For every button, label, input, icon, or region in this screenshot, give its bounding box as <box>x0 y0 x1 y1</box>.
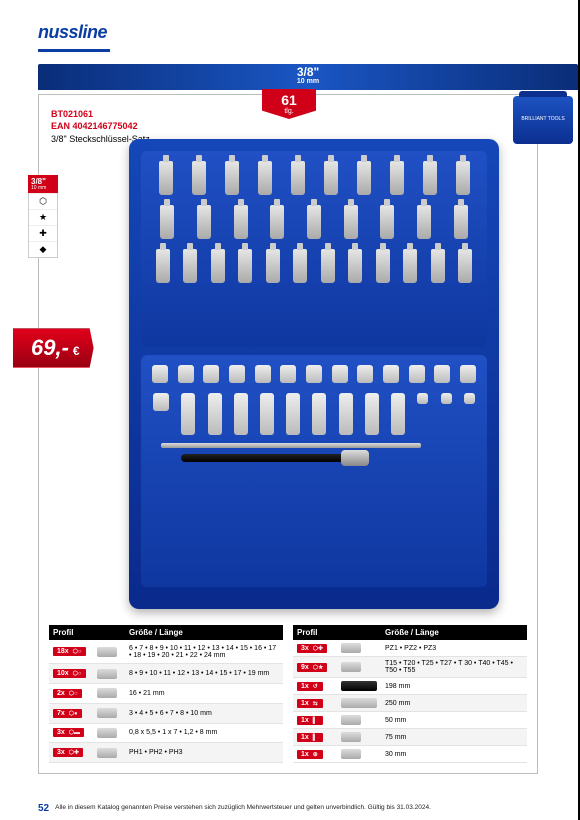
side-tab-size: 3/8" 10 mm <box>28 175 58 193</box>
table-row: 10x ⬡○ 8 • 9 • 10 • 11 • 12 • 13 • 14 • 1… <box>49 664 283 684</box>
size-cell: PH1 • PH2 • PH3 <box>125 743 283 763</box>
th-size: Größe / Länge <box>381 625 527 640</box>
drive-type-icon: ✚ <box>29 225 57 241</box>
qty-badge: 3x ⬡✚ <box>297 644 327 653</box>
drive-type-icon: ◆ <box>29 241 57 257</box>
size-cell: 30 mm <box>381 746 527 763</box>
side-tab: 3/8" 10 mm ⬡★✚◆ <box>28 175 58 258</box>
page-footer: 52 Alle in diesem Katalog genannten Prei… <box>38 804 540 814</box>
qty-badge: 10x ⬡○ <box>53 669 86 678</box>
qty-badge: 3x ⬡✚ <box>53 748 83 757</box>
item-thumb-icon <box>341 681 377 691</box>
item-thumb-icon <box>341 732 361 742</box>
product-sku: BT021061 <box>51 109 150 121</box>
qty-badge: 1x ⊕ <box>297 750 323 759</box>
piece-count: 61 <box>281 92 297 108</box>
qty-badge: 1x ▌ <box>297 733 323 742</box>
item-thumb-icon <box>97 647 117 657</box>
brand-title: nussline <box>0 0 578 49</box>
item-thumb-icon <box>97 728 117 738</box>
th-profil: Profil <box>293 625 337 640</box>
table-row: 3x ⬡✚ PZ1 • PZ2 • PZ3 <box>293 640 527 657</box>
item-thumb-icon <box>341 643 361 653</box>
qty-badge: 1x ↺ <box>297 682 323 691</box>
table-row: 1x ▌ 50 mm <box>293 712 527 729</box>
table-row: 1x ▌ 75 mm <box>293 729 527 746</box>
side-tab-icons: ⬡★✚◆ <box>28 193 58 258</box>
page-number: 52 <box>38 804 49 814</box>
size-cell: 8 • 9 • 10 • 11 • 12 • 13 • 14 • 15 • 17… <box>125 664 283 684</box>
item-thumb-icon <box>97 708 117 718</box>
brand-underline <box>38 49 110 52</box>
qty-badge: 18x ⬡○ <box>53 647 86 656</box>
product-frame: BT021061 EAN 4042146775042 3/8" Stecksch… <box>38 94 538 774</box>
table-row: 3x ⬡✚ PH1 • PH2 • PH3 <box>49 743 283 763</box>
size-mm: 10 mm <box>38 78 578 85</box>
case-lid <box>141 151 487 347</box>
price-currency: € <box>69 344 80 358</box>
spec-table-right: Profil Größe / Länge 3x ⬡✚ PZ1 • PZ2 • PZ… <box>293 625 527 763</box>
item-thumb-icon <box>97 669 117 679</box>
qty-badge: 3x ⬡▬ <box>53 728 84 737</box>
case-brand-text: BRILLIANT TOOLS <box>521 117 564 123</box>
qty-badge: 7x ⬡● <box>53 709 82 718</box>
product-ean: EAN 4042146775042 <box>51 121 150 133</box>
table-row: 18x ⬡○ 6 • 7 • 8 • 9 • 10 • 11 • 12 • 13 … <box>49 640 283 664</box>
qty-badge: 9x ⬡★ <box>297 663 327 672</box>
tool-case-image <box>129 139 499 609</box>
size-cell: 50 mm <box>381 712 527 729</box>
footer-note: Alle in diesem Katalog genannten Preise … <box>55 804 431 811</box>
table-row: 1x ⊕ 30 mm <box>293 746 527 763</box>
size-cell: 75 mm <box>381 729 527 746</box>
table-row: 9x ⬡★ T15 • T20 • T25 • T27 • T 30 • T40 … <box>293 657 527 678</box>
item-thumb-icon <box>341 715 361 725</box>
price-flag: 69,-€ <box>13 328 94 368</box>
size-cell: 250 mm <box>381 695 527 712</box>
item-thumb-icon <box>341 749 361 759</box>
spec-table-left: Profil Größe / Länge 18x ⬡○ 6 • 7 • 8 • 9… <box>49 625 283 763</box>
table-row: 1x ↺ 198 mm <box>293 678 527 695</box>
item-thumb-icon <box>97 688 117 698</box>
table-row: 1x ⇆ 250 mm <box>293 695 527 712</box>
size-cell: PZ1 • PZ2 • PZ3 <box>381 640 527 657</box>
qty-badge: 1x ⇆ <box>297 699 323 708</box>
size-bar: 3/8" 10 mm <box>38 64 578 90</box>
qty-badge: 2x ⬡○ <box>53 689 82 698</box>
th-size: Größe / Länge <box>125 625 283 640</box>
table-row: 7x ⬡● 3 • 4 • 5 • 6 • 7 • 8 • 10 mm <box>49 703 283 723</box>
price-amount: 69,- <box>31 335 69 360</box>
size-cell: 198 mm <box>381 678 527 695</box>
item-thumb-icon <box>97 748 117 758</box>
size-cell: 6 • 7 • 8 • 9 • 10 • 11 • 12 • 13 • 14 •… <box>125 640 283 664</box>
item-thumb-icon <box>341 698 377 708</box>
drive-type-icon: ⬡ <box>29 193 57 209</box>
case-base <box>141 355 487 587</box>
table-row: 3x ⬡▬ 0,8 x 5,5 • 1 x 7 • 1,2 • 8 mm <box>49 723 283 743</box>
qty-badge: 1x ▌ <box>297 716 323 725</box>
item-thumb-icon <box>341 662 361 672</box>
drive-type-icon: ★ <box>29 209 57 225</box>
size-cell: 16 • 21 mm <box>125 684 283 704</box>
th-profil: Profil <box>49 625 93 640</box>
spec-tables: Profil Größe / Länge 18x ⬡○ 6 • 7 • 8 • 9… <box>49 625 527 763</box>
size-cell: T15 • T20 • T25 • T27 • T 30 • T40 • T45… <box>381 657 527 678</box>
catalog-page: nussline 3/8" 10 mm 61 tlg. BRILLIANT TO… <box>0 0 580 820</box>
size-fraction: 3/8" <box>297 65 319 79</box>
size-cell: 3 • 4 • 5 • 6 • 7 • 8 • 10 mm <box>125 703 283 723</box>
ratchet-icon <box>181 454 361 462</box>
size-cell: 0,8 x 5,5 • 1 x 7 • 1,2 • 8 mm <box>125 723 283 743</box>
case-thumb-icon: BRILLIANT TOOLS <box>513 96 573 144</box>
table-row: 2x ⬡○ 16 • 21 mm <box>49 684 283 704</box>
